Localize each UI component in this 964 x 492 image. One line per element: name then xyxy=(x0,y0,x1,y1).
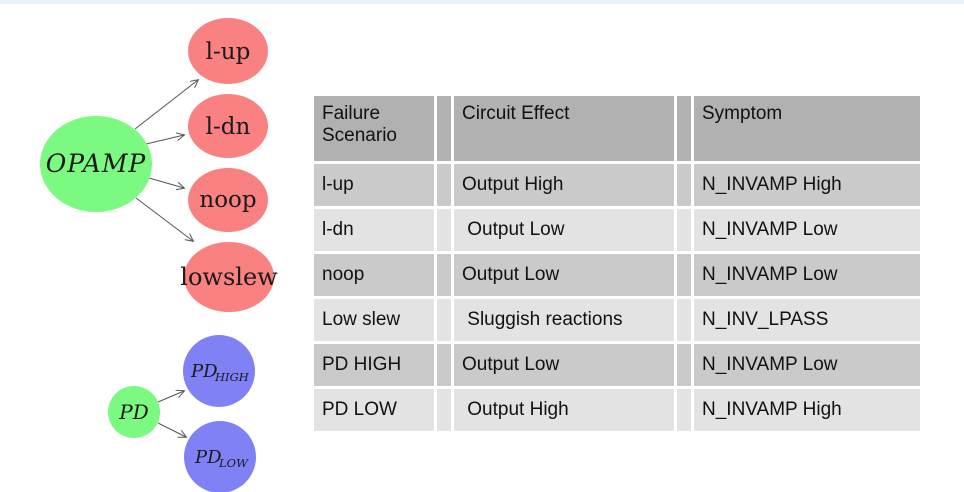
header-symptom: Symptom xyxy=(694,96,920,161)
header-circuit-effect: Circuit Effect xyxy=(454,96,674,161)
cell-symptom: N_INVAMP High xyxy=(694,389,920,431)
gap-cell xyxy=(437,209,451,251)
fault-table-container: Failure Scenario Circuit Effect Symptom … xyxy=(311,93,923,434)
gap-cell xyxy=(677,389,691,431)
table-row: noop Output Low N_INVAMP Low xyxy=(314,254,920,296)
node-noop-label: noop xyxy=(199,187,256,213)
node-lup-label: l-up xyxy=(206,39,251,65)
node-ldn xyxy=(188,94,268,158)
top-accent-strip xyxy=(0,0,964,4)
cell-symptom: N_INVAMP High xyxy=(694,164,920,206)
gap-cell xyxy=(437,389,451,431)
node-pd-label: PD xyxy=(118,400,149,424)
gap-cell xyxy=(437,254,451,296)
arrow-opamp-to-lowslew xyxy=(135,197,193,241)
arrow-pd-to-pdhigh xyxy=(157,391,184,403)
cell-symptom: N_INVAMP Low xyxy=(694,344,920,386)
node-pdlow xyxy=(184,421,256,492)
node-pdlow-label-main: PD xyxy=(194,447,222,468)
node-pdlow-label-sub: LOW xyxy=(218,456,249,470)
cell-effect: Output High xyxy=(454,389,674,431)
gap-cell xyxy=(437,299,451,341)
cell-effect: Output Low xyxy=(454,344,674,386)
header-gap-cell xyxy=(437,96,451,161)
header-failure-scenario: Failure Scenario xyxy=(314,96,434,161)
cell-symptom: N_INVAMP Low xyxy=(694,209,920,251)
arrow-opamp-to-ldn xyxy=(141,135,184,146)
node-lup xyxy=(188,18,268,84)
table-row: PD HIGH Output Low N_INVAMP Low xyxy=(314,344,920,386)
gap-cell xyxy=(677,299,691,341)
table-row: PD LOW Output High N_INVAMP High xyxy=(314,389,920,431)
node-pdhigh xyxy=(183,335,255,407)
node-opamp xyxy=(40,116,152,212)
gap-cell xyxy=(677,209,691,251)
node-lowslew xyxy=(184,242,274,312)
table-row: Low slew Sluggish reactions N_INV_LPASS xyxy=(314,299,920,341)
cell-scenario: noop xyxy=(314,254,434,296)
arrow-pd-to-pdlow xyxy=(157,422,186,437)
cell-scenario: PD LOW xyxy=(314,389,434,431)
cell-effect: Output Low xyxy=(454,254,674,296)
cell-effect: Sluggish reactions xyxy=(454,299,674,341)
cell-effect: Output Low xyxy=(454,209,674,251)
header-gap-cell xyxy=(677,96,691,161)
node-noop xyxy=(188,168,268,232)
node-lowslew-label: lowslew xyxy=(180,263,278,291)
gap-cell xyxy=(437,344,451,386)
node-pdhigh-label-main: PD xyxy=(190,361,218,382)
table-row: l-dn Output Low N_INVAMP Low xyxy=(314,209,920,251)
node-pdhigh-label-sub: HIGH xyxy=(214,370,250,384)
gap-cell xyxy=(437,164,451,206)
cell-scenario: l-up xyxy=(314,164,434,206)
table-row: l-up Output High N_INVAMP High xyxy=(314,164,920,206)
cell-scenario: l-dn xyxy=(314,209,434,251)
gap-cell xyxy=(677,344,691,386)
node-pd xyxy=(108,386,160,438)
gap-cell xyxy=(677,164,691,206)
cell-symptom: N_INVAMP Low xyxy=(694,254,920,296)
cell-symptom: N_INV_LPASS xyxy=(694,299,920,341)
cell-scenario: Low slew xyxy=(314,299,434,341)
fault-table: Failure Scenario Circuit Effect Symptom … xyxy=(311,93,923,434)
cell-scenario: PD HIGH xyxy=(314,344,434,386)
gap-cell xyxy=(677,254,691,296)
fault-tree-diagram: OPAMP l-up l-dn noop lowslew PD HIGH PD … xyxy=(40,18,278,492)
node-opamp-label: OPAMP xyxy=(46,149,147,178)
table-header-row: Failure Scenario Circuit Effect Symptom xyxy=(314,96,920,161)
cell-effect: Output High xyxy=(454,164,674,206)
arrow-opamp-to-lup xyxy=(134,80,198,130)
node-ldn-label: l-dn xyxy=(206,114,251,140)
